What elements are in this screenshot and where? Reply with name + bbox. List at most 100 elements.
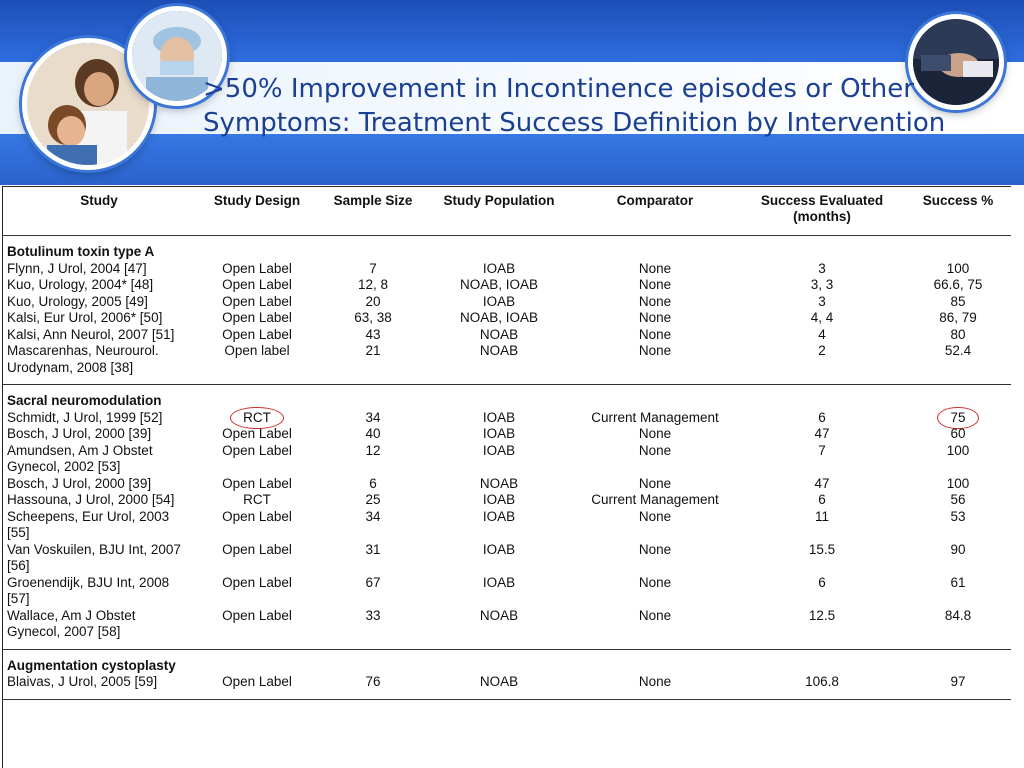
cell-study: Kalsi, Ann Neurol, 2007 [51] [7,326,175,342]
cell-comparator: None [638,426,672,441]
table-row: Flynn, J Urol, 2004 [47] Open Label 7 IOAB N… [3,261,1011,278]
cell-success-evaluated: 4 [818,326,826,342]
cell-population: NOAB [479,343,519,358]
cell-success-evaluated: 47 [814,475,830,491]
cell-comparator: None [638,343,672,358]
highlight-circle: RCT [230,406,284,429]
header-sample-size: Sample Size [319,186,427,236]
cell-success-evaluated: 12.5 [808,607,836,623]
divider-line [3,376,1011,385]
table-body: Botulinum toxin type A Flynn, J Urol, 200… [3,236,1011,700]
cell-study: Kuo, Urology, 2005 [49] [7,293,148,309]
cell-success-evaluated: 2 [818,343,826,358]
highlight-circle: 75 [937,406,979,429]
cell-success-percent: 75 [905,406,1011,429]
cell-comparator: Current Management [591,492,719,507]
table-row: Schmidt, J Urol, 1999 [52] RCT 34 IOAB Curre… [3,406,1011,429]
header-study-population: Study Population [427,186,571,236]
cell-success-percent: 100 [946,475,970,491]
cell-success-evaluated: 3 [818,293,826,309]
section-title: Augmentation cystoplasty [7,657,176,673]
table-row: Wallace, Am J Obstet Gynecol, 2007 [58] O… [3,608,1011,641]
cell-study: Bosch, J Urol, 2000 [39] [7,426,152,441]
cell-design: Open label [224,343,290,358]
results-table-container: Study Study Design Sample Size Study Pop… [2,186,1013,768]
cell-design: Open Label [222,277,292,292]
cell-success-evaluated: 7 [818,442,826,458]
cell-sample-size: 7 [369,260,377,276]
cell-population: IOAB [482,492,516,507]
cell-success-percent: 100 [946,442,970,458]
cell-design: Open Label [222,260,292,276]
cell-comparator: None [638,508,672,524]
divider-line [3,640,1011,650]
cell-design: Open Label [222,475,292,491]
cell-comparator: None [638,607,672,623]
table-row: Kalsi, Eur Urol, 2006* [50] Open Label 63,… [3,310,1011,327]
cell-success-percent: 97 [950,674,966,689]
cell-comparator: None [638,310,672,325]
section-divider [3,376,1011,385]
cell-population: IOAB [482,260,516,276]
cell-population: IOAB [482,574,516,590]
header-success-evaluated: Success Evaluated (months) [739,186,905,236]
cell-study: Schmidt, J Urol, 1999 [52] [7,409,163,425]
cell-success-evaluated: 11 [814,508,829,524]
section-divider [3,640,1011,650]
cell-sample-size: 34 [365,508,381,524]
cell-design: Open Label [222,326,292,342]
cell-comparator: None [638,541,672,557]
cell-population: NOAB, IOAB [459,277,539,292]
cell-study: Kalsi, Eur Urol, 2006* [50] [7,310,163,325]
cell-success-evaluated: 15.5 [808,541,836,557]
cell-sample-size: 25 [365,492,381,507]
cell-sample-size: 20 [365,293,381,309]
cell-design: Open Label [222,426,292,441]
cell-population: IOAB [482,541,516,557]
cell-study: Groenendijk, BJU Int, 2008 [57] [7,574,170,607]
cell-study: Amundsen, Am J Obstet Gynecol, 2002 [53] [7,442,153,475]
cell-population: IOAB [482,426,516,441]
cell-success-evaluated: 6 [818,492,826,507]
cell-sample-size: 76 [365,674,381,689]
cell-study: Kuo, Urology, 2004* [48] [7,277,154,292]
cell-success-evaluated: 3 [818,260,826,276]
cell-sample-size: 34 [365,409,381,425]
cell-success-evaluated: 3, 3 [810,277,834,292]
cell-design: RCT [243,492,271,507]
cell-success-percent: 80 [950,326,966,342]
section-title: Botulinum toxin type A [7,244,155,259]
cell-success-percent: 61 [950,574,966,590]
table-row: Hassouna, J Urol, 2000 [54] RCT 25 IOAB Curr… [3,492,1011,509]
cell-comparator: None [638,326,672,342]
cell-design: RCT [195,406,319,429]
divider-line [3,690,1011,700]
cell-comparator: None [638,293,672,309]
cell-success-evaluated: 4, 4 [810,310,834,325]
cell-comparator: None [638,574,672,590]
cell-study: Mascarenhas, Neurourol. Urodynam, 2008 [… [7,343,159,375]
cell-population: NOAB [479,607,519,623]
table-row: Bosch, J Urol, 2000 [39] Open Label 40 IOAB… [3,426,1011,443]
cell-success-percent: 86, 79 [939,310,977,325]
cell-sample-size: 12 [365,442,381,458]
header-study: Study [3,186,195,236]
slide-title-line-1: >50% Improvement in Incontinence episode… [203,74,914,104]
cell-success-percent: 56 [950,492,966,507]
cell-success-percent: 52.4 [944,343,972,358]
cell-success-percent: 90 [950,541,966,557]
table-row: Bosch, J Urol, 2000 [39] Open Label 6 NOAB N… [3,476,1011,493]
table-row: Scheepens, Eur Urol, 2003 [55] Open Label… [3,509,1011,542]
cell-success-evaluated: 6 [818,574,826,590]
cell-population: IOAB [482,409,516,425]
cell-design: Open Label [222,442,292,458]
cell-design: Open Label [222,293,292,309]
cell-study: Scheepens, Eur Urol, 2003 [55] [7,508,170,541]
cell-comparator: None [638,674,672,689]
table-header-row: Study Study Design Sample Size Study Pop… [3,186,1011,236]
cell-population: IOAB [482,508,516,524]
table-row: Groenendijk, BJU Int, 2008 [57] Open Labe… [3,575,1011,608]
section-title: Sacral neuromodulation [7,393,162,408]
cell-success-percent: 60 [950,426,966,441]
doctor-child-photo [22,38,154,170]
